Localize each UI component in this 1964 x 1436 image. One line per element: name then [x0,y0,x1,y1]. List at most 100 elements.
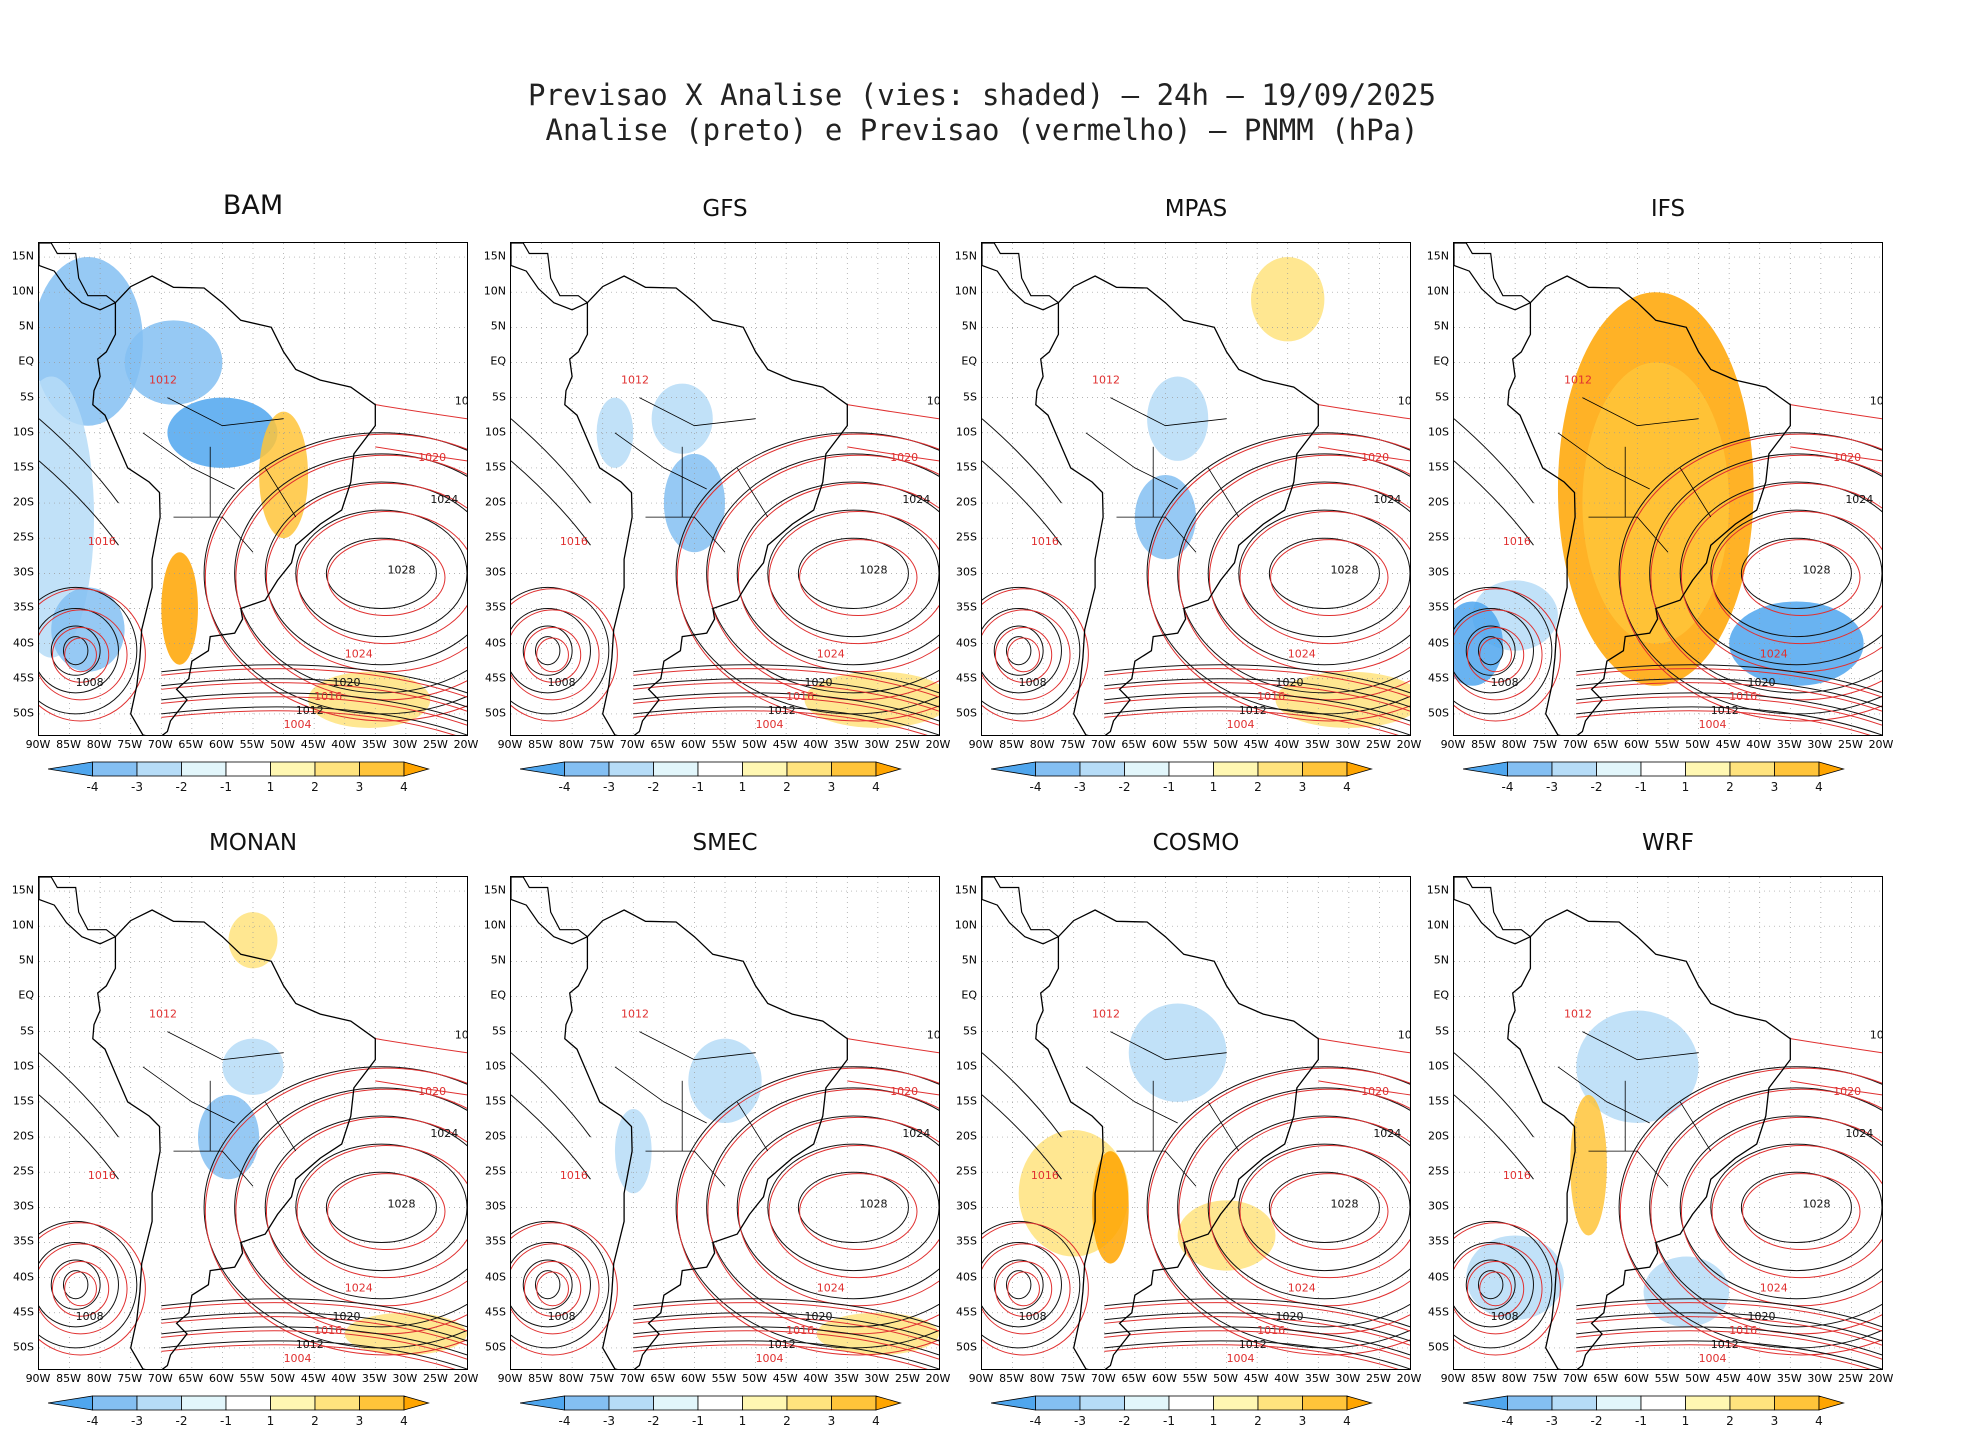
lon-tick-label: 75W [1532,1372,1558,1385]
contour-label: 1004 [284,1352,312,1365]
forecast-isobar [1650,1088,1882,1335]
analysis-isobar [39,460,119,546]
contour-label: 1016 [786,690,814,703]
lat-axis: 15N 10N 5N EQ 5S 10S 15S 20S 25S 30S 35S 40S 45S 50S [941,876,977,1368]
lon-tick-label: 85W [1471,738,1496,751]
colorbar-swatch [653,1395,699,1411]
lat-axis: 15N 10N 5N EQ 5S 10S 15S 20S 25S 30S 35S 40S 45S 50S [0,876,34,1368]
lat-tick-label: 10N [954,284,977,298]
forecast-isobar [982,1222,1089,1356]
contour-label: 1016 [560,535,588,548]
colorbar-tick: -2 [647,780,660,794]
analysis-isobar [1104,1340,1410,1369]
lon-tick-label: 75W [117,1372,143,1385]
lat-tick-label: EQ [1433,988,1449,1002]
colorbar-wrf: -4 -3 -2 -1 1 2 3 4 [1462,1394,1883,1434]
colorbar-swatch [1774,1395,1820,1411]
title-line-2: Analise (preto) e Previsao (vermelho) – … [545,113,1419,147]
lon-tick-label: 50W [1213,1372,1238,1385]
bias-shading [167,397,278,468]
analysis-isobar [1465,625,1516,676]
colorbar-tick: 3 [355,1414,364,1428]
contour-label: 1012 [768,1338,796,1351]
lat-tick-label: 20S [13,495,34,509]
lon-axis: 90W 85W 80W 75W 70W 65W 60W 55W 50W 45W 40W 35W 30W 2… [498,1372,951,1386]
forecast-isobar [1742,1173,1861,1251]
analysis-isobar [982,460,1062,546]
lat-tick-label: 10S [956,425,977,439]
map-svg-wrf: 1028102410201016101210041008101610241020… [1454,877,1882,1369]
country-border [1679,467,1712,518]
coastline-south-america [564,275,848,735]
lat-tick-label: 15S [485,1094,506,1108]
contour-label: 1004 [1227,1352,1255,1365]
lat-tick-label: EQ [18,988,34,1002]
contour-label: 1020 [804,1310,832,1323]
lat-tick-label: 35S [485,1234,506,1248]
lat-tick-label: 35S [13,600,34,614]
colorbar-swatch [92,1395,138,1411]
lon-tick-label: 45W [1715,738,1741,751]
forecast-isobar [633,696,939,726]
lon-tick-label: 75W [117,738,143,751]
lat-tick-label: 45S [485,671,506,685]
colorbar-swatch [1462,1395,1508,1411]
country-border [264,1101,297,1152]
lon-tick-label: 90W [968,738,994,751]
contour-label: 1024 [430,1127,458,1140]
forecast-isobar [1619,1067,1882,1356]
forecast-isobar [1576,1330,1882,1360]
colorbar-swatch [225,1395,271,1411]
colorbar-swatch [875,1395,902,1411]
map-panel-mpas: 1028 1024 1020 1016 1012 1004 1008 1016 1024 1020… [981,242,1411,736]
colorbar-swatch [1729,761,1775,777]
analysis-isobar [511,1052,591,1138]
analysis-isobar [534,636,561,666]
forecast-isobar [1576,1302,1882,1332]
contour-label: 1020 [332,1310,360,1323]
lon-tick-label: 20W [1396,738,1422,751]
lon-tick-label: 30W [1335,1372,1361,1385]
contour-label: 1016 [455,1029,467,1042]
analysis-isobar [1104,692,1410,722]
lat-tick-label: 25S [956,1164,977,1178]
forecast-isobar [296,511,467,645]
forecast-isobar [1318,404,1410,420]
contour-label: 1016 [1870,395,1882,408]
colorbar-tick: -2 [1118,780,1131,794]
forecast-isobar [161,1302,467,1332]
colorbar-tick: 3 [1770,780,1779,794]
lat-tick-label: 35S [956,1234,977,1248]
bias-shading [39,257,143,426]
lon-tick-label: 45W [1715,1372,1741,1385]
colorbar-swatch [831,1395,877,1411]
colorbar-tick: -4 [1501,780,1514,794]
colorbar-gfs: -4 -3 -2 -1 1 2 3 4 [519,760,940,800]
lon-tick-label: 50W [1685,738,1710,751]
contour-label: 1024 [345,648,373,661]
panel-title-mpas: MPAS [1164,196,1228,222]
contour-label: 1024 [1845,493,1873,506]
lat-axis: 15N 10N 5N EQ 5S 10S 15S 20S 25S 30S 35S 40S 45S 50S [470,876,506,1368]
contour-label: 1008 [548,676,576,689]
lat-tick-label: 35S [485,600,506,614]
colorbar-tick: -2 [175,1414,188,1428]
lat-axis: 15N 10N 5N EQ 5S 10S 15S 20S 25S 30S 35S 40S 45S 50S [941,242,977,734]
analysis-isobar [161,1340,467,1369]
lon-tick-label: 50W [270,1372,295,1385]
contour-label: 1012 [1092,1008,1120,1021]
colorbar-tick: 2 [1254,1414,1262,1428]
lon-tick-label: 90W [1440,738,1466,751]
lon-tick-label: 70W [147,738,173,751]
forecast-isobar [1104,1302,1410,1332]
contour-label: 1020 [1747,676,1775,689]
colorbar-swatch [653,761,699,777]
lat-tick-label: EQ [961,354,977,368]
country-border [1557,1066,1650,1124]
lat-tick-label: 5N [490,319,506,333]
contour-label: 1020 [332,676,360,689]
forecast-isobar [1104,668,1410,698]
contour-label: 1024 [1845,1127,1873,1140]
lon-tick-label: 65W [1121,738,1147,751]
forecast-isobar [375,1080,467,1096]
